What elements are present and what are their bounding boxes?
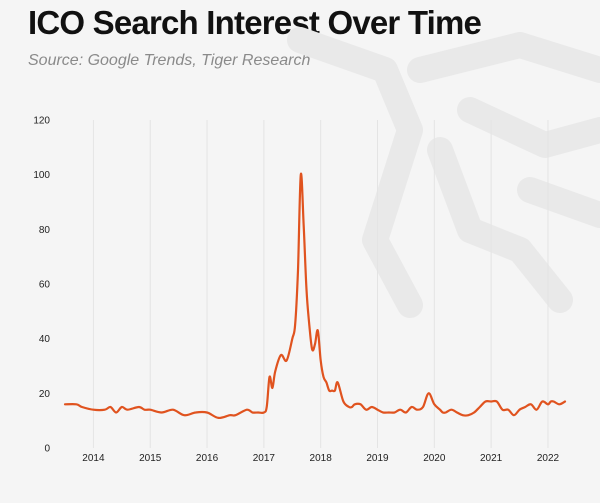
x-tick-label: 2021 (480, 453, 503, 464)
y-tick-label: 0 (44, 444, 50, 455)
y-tick-label: 120 (33, 116, 50, 127)
y-tick-label: 40 (39, 334, 51, 345)
y-axis: 0 20 40 60 80 100 120 (33, 116, 50, 455)
x-tick-label: 2014 (82, 453, 105, 464)
y-tick-label: 60 (39, 280, 51, 291)
y-tick-label: 100 (33, 170, 50, 181)
x-tick-label: 2022 (537, 453, 560, 464)
x-tick-label: 2018 (310, 453, 333, 464)
series-line (63, 172, 567, 420)
x-tick-label: 2017 (253, 453, 276, 464)
x-tick-label: 2020 (423, 453, 446, 464)
y-tick-label: 20 (39, 389, 51, 400)
x-axis: 2014 2015 2016 2017 2018 2019 2020 2021 2022 (82, 453, 559, 464)
grid-lines (92, 120, 549, 448)
x-tick-label: 2015 (139, 453, 162, 464)
x-tick-label: 2019 (366, 453, 389, 464)
x-tick-label: 2016 (196, 453, 219, 464)
chart-subtitle: Source: Google Trends, Tiger Research (28, 52, 311, 69)
y-tick-label: 80 (39, 225, 51, 236)
